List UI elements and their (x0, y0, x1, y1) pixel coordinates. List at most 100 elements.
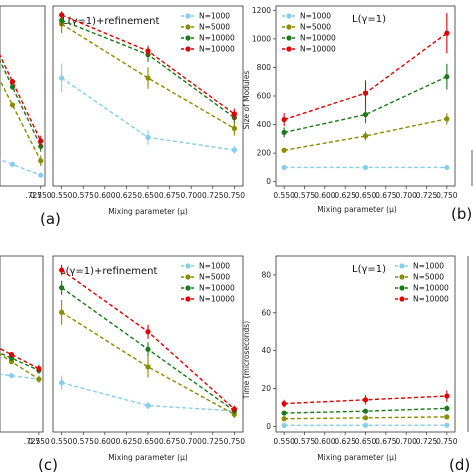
data-point (9, 79, 16, 85)
legend-marker (286, 13, 292, 19)
data-point (145, 48, 151, 54)
legend-marker (185, 46, 191, 52)
legend-marker (399, 296, 405, 302)
legend-marker (185, 24, 191, 30)
legend-entry: N=10000 (199, 34, 235, 43)
x-tick-label: 0.575 (72, 191, 94, 200)
plot-left-partial-bottom: 0.750.725 (0, 255, 50, 446)
x-tick-label: 0.750 (224, 437, 246, 446)
legend-entry: N=10000 (300, 45, 336, 54)
x-tick-label: 0.675 (159, 191, 181, 200)
data-point (231, 406, 237, 412)
data-point (145, 403, 151, 409)
data-point (145, 134, 151, 140)
data-point (444, 414, 450, 420)
panel-tag-d: (d) (449, 456, 470, 474)
y-tick-label: 40 (261, 346, 271, 355)
x-tick-label: 0.625 (334, 437, 356, 446)
x-tick-label: 0.575 (72, 437, 94, 446)
xlabel-a-right: Mixing parameter (μ) (108, 207, 188, 216)
series-line-3 (0, 347, 40, 370)
data-point (362, 90, 369, 96)
x-tick-label: 0.575 (294, 437, 316, 446)
plot-b: 0.5500.5750.6000.6250.6500.6750.7000.725… (252, 5, 458, 200)
legend-entry: N=5000 (413, 273, 444, 282)
data-point (38, 172, 44, 178)
x-tick-label: .725 (24, 437, 41, 446)
data-point (281, 401, 287, 407)
data-point (444, 116, 450, 122)
series-line-0 (61, 382, 235, 412)
series-line-2 (283, 76, 448, 134)
x-tick-label: .725 (25, 191, 42, 200)
y-tick-label: 200 (257, 149, 272, 158)
data-point (281, 129, 287, 136)
legend-entry: N=5000 (300, 23, 331, 32)
x-tick-label: 0.625 (334, 191, 356, 200)
x-tick-label: 0.725 (202, 191, 224, 200)
xlabel-d: Mixing parameter (μ) (317, 453, 397, 462)
legend-entry: N=10000 (300, 34, 336, 43)
data-point (231, 125, 237, 131)
data-point (362, 415, 369, 421)
data-point (444, 30, 450, 36)
ylabel-d: Time (microseconds) (242, 321, 251, 400)
x-tick-label: 0.700 (180, 191, 202, 200)
data-point (444, 393, 450, 399)
xlabel-c-right: Mixing parameter (μ) (108, 453, 188, 462)
x-tick-label: 0.675 (375, 437, 397, 446)
data-point (145, 346, 151, 352)
data-point (145, 75, 151, 81)
plot-a-right: 0.550 0.575 0.600 0.625 0.650 0.675 0.700 0.725… (51, 5, 246, 200)
y-tick-label: 1000 (252, 34, 271, 43)
data-point (281, 422, 287, 428)
data-point (231, 147, 237, 153)
series-line-1 (284, 118, 448, 151)
legend-entry: N=10000 (413, 284, 449, 293)
data-point (444, 74, 450, 80)
legend-entry: N=1000 (300, 12, 331, 21)
x-tick-label: 0.550 (51, 191, 73, 200)
data-point (281, 116, 287, 123)
data-point (59, 380, 65, 386)
legend-marker (399, 285, 405, 291)
legend-entry: N=1000 (199, 262, 230, 271)
x-tick-label: 0.750 (224, 191, 246, 200)
y-tick-label: 400 (257, 120, 272, 129)
x-tick-label: 0.725 (202, 437, 224, 446)
legend-entry: N=1000 (413, 262, 444, 271)
x-tick-label: 0.550 (273, 437, 295, 446)
x-tick-label: 0.625 (116, 437, 138, 446)
data-point (281, 416, 287, 422)
data-point (362, 111, 369, 118)
x-tick-label: 0.725 (416, 191, 438, 200)
y-tick-label: 80 (261, 270, 271, 279)
legend-marker (286, 24, 292, 30)
x-tick-label: 0.650 (137, 191, 159, 200)
legend-marker (185, 35, 191, 41)
data-point (145, 364, 151, 370)
y-tick-label: 0 (266, 422, 271, 431)
data-point (362, 408, 369, 414)
data-point (59, 309, 65, 315)
legend-marker (185, 296, 191, 302)
x-tick-label: 0.700 (395, 437, 417, 446)
title-c-right: L(γ=1)+refinement (60, 266, 157, 277)
plot-left-partial-top: 0.750.725 (0, 5, 52, 200)
data-point (9, 102, 16, 108)
data-point (444, 405, 450, 411)
data-point (38, 158, 44, 164)
x-tick-label: 0.750 (436, 437, 458, 446)
panel-tag-b: (b) (451, 205, 472, 223)
y-tick-label: 800 (257, 63, 272, 72)
x-tick-label: 0.550 (273, 191, 295, 200)
x-tick-label: 0.700 (395, 191, 417, 200)
x-tick-label: 0.675 (159, 437, 181, 446)
data-point (362, 397, 369, 403)
data-point (38, 138, 44, 144)
title-d: L(γ=1) (352, 264, 386, 275)
series-line-0 (0, 373, 39, 380)
x-tick-label: 0.550 (51, 437, 73, 446)
x-tick-label: 0.600 (94, 437, 116, 446)
